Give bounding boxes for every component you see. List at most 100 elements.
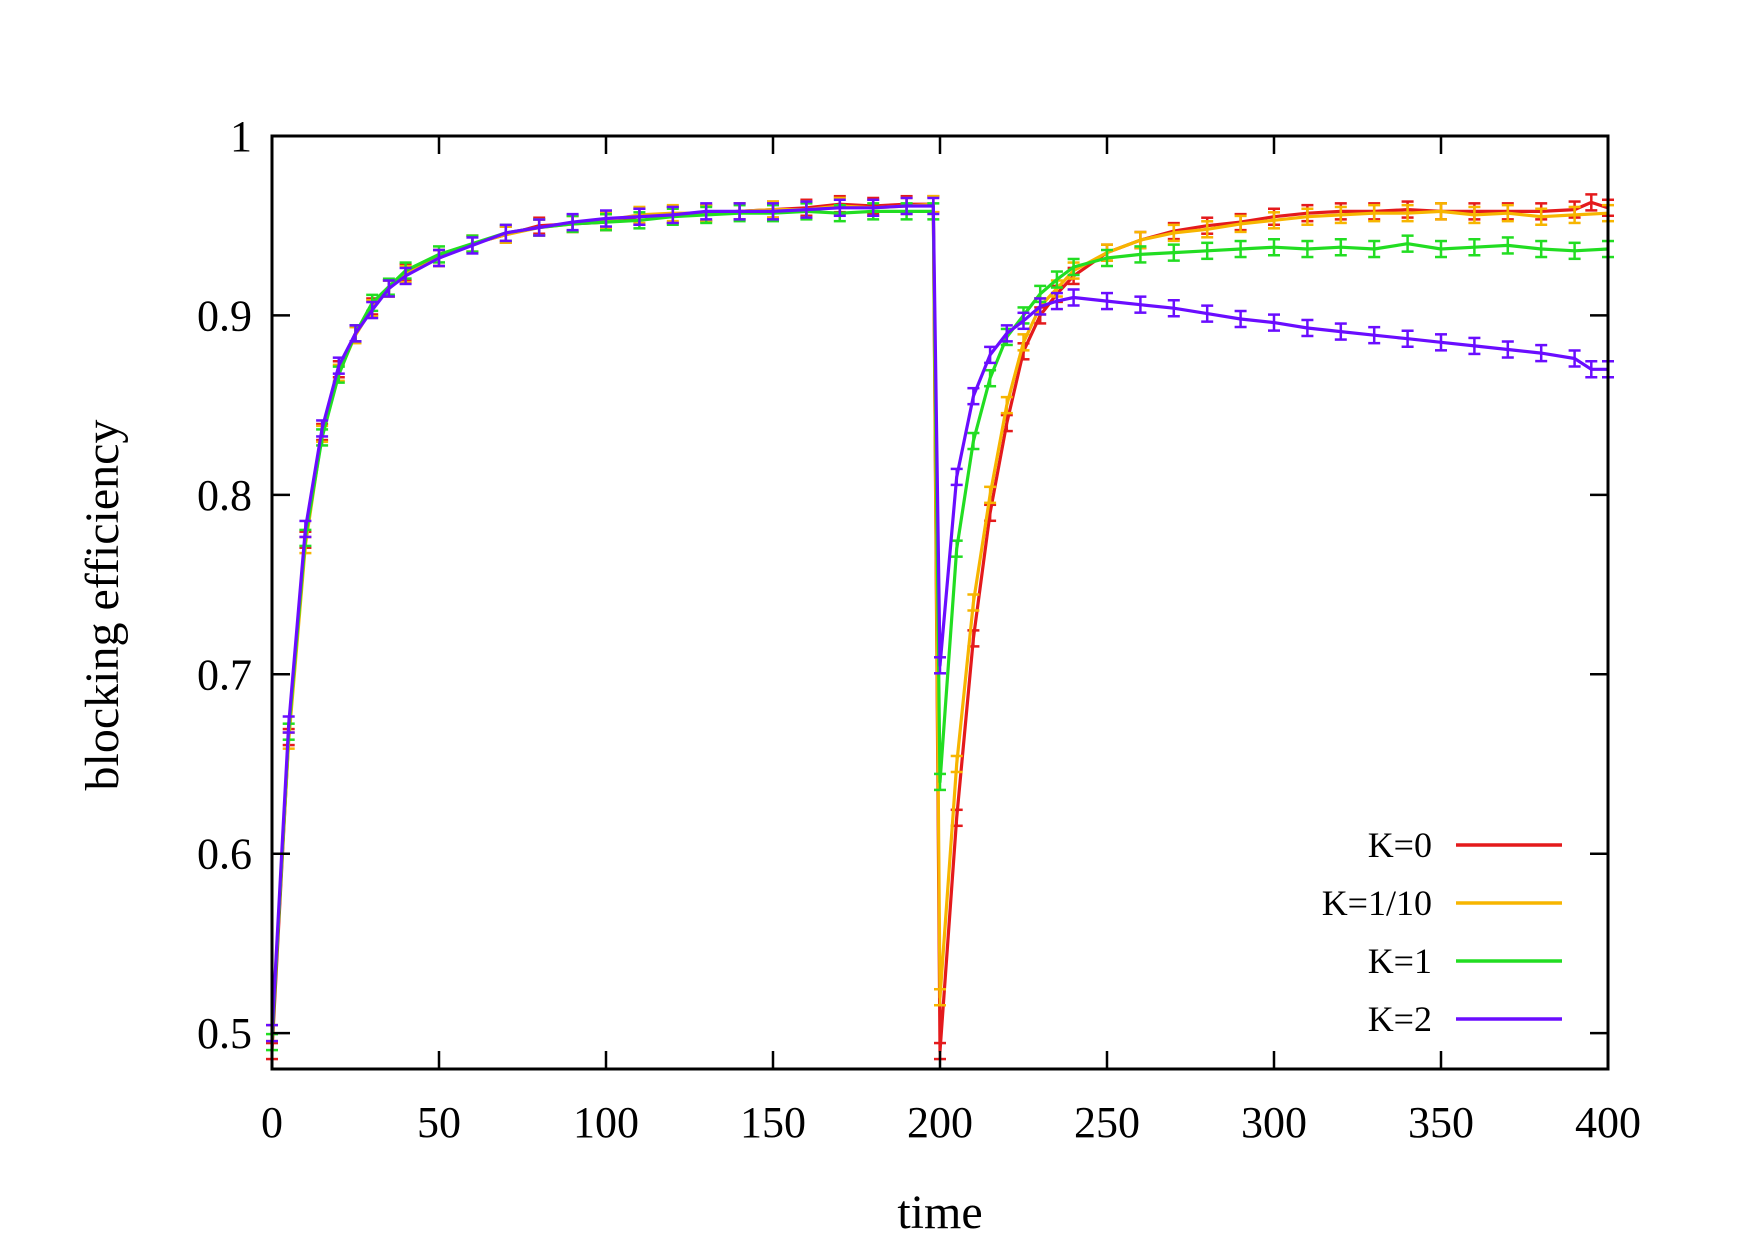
- error-bar: [1201, 304, 1214, 323]
- error-bar: [1585, 360, 1598, 379]
- error-bar: [1101, 291, 1113, 311]
- axis-ticks: 0 50 100 150 200 250 300 350 400 0.5 0.6 0.7 0.8 0.9 1: [197, 112, 1641, 1147]
- y-tick-label: 1: [230, 112, 252, 161]
- error-bar: [984, 368, 997, 388]
- y-tick-label: 0.7: [197, 650, 252, 699]
- error-bar: [566, 212, 579, 232]
- error-bar: [1585, 193, 1598, 212]
- error-bar: [934, 656, 946, 675]
- error-bar: [282, 715, 295, 734]
- error-bar: [1167, 243, 1180, 262]
- error-bar: [349, 324, 362, 343]
- error-bar: [1334, 237, 1347, 257]
- y-axis-label: blocking efficiency: [76, 420, 129, 791]
- y-tick-label: 0.6: [197, 830, 252, 879]
- error-bar: [1401, 329, 1414, 348]
- error-bar: [1368, 325, 1381, 345]
- legend-label: K=1/10: [1322, 883, 1432, 923]
- error-bar: [1101, 248, 1113, 268]
- error-bar: [867, 198, 880, 218]
- x-tick-label: 100: [573, 1098, 639, 1147]
- error-bar: [833, 198, 846, 218]
- x-axis-label: time: [897, 1186, 982, 1239]
- error-bar: [399, 266, 412, 286]
- x-tick-label: 200: [907, 1098, 973, 1147]
- x-tick-label: 150: [740, 1098, 806, 1147]
- x-tick-label: 350: [1408, 1098, 1474, 1147]
- legend: K=0 K=1/10 K=1 K=2: [1322, 825, 1562, 1039]
- error-bar: [1201, 220, 1214, 239]
- legend-entry: K=1: [1368, 941, 1562, 981]
- error-bar: [967, 593, 980, 612]
- error-bar: [1501, 203, 1514, 223]
- error-bar: [1368, 239, 1381, 259]
- error-bar: [1000, 324, 1013, 343]
- error-bar: [1301, 239, 1314, 259]
- error-bar: [1201, 241, 1214, 261]
- error-bar: [1401, 203, 1414, 223]
- error-bar: [967, 431, 980, 451]
- error-bar: [1368, 203, 1381, 223]
- error-bar: [316, 419, 329, 438]
- legend-entry: K=2: [1368, 999, 1562, 1039]
- legend-entry: K=1/10: [1322, 883, 1562, 923]
- series-k-2: [266, 196, 1614, 1043]
- y-tick-label: 0.5: [197, 1009, 252, 1058]
- y-tick-label: 0.9: [197, 291, 252, 340]
- error-bar: [984, 485, 997, 505]
- error-bar: [984, 345, 997, 365]
- error-bar: [1501, 340, 1514, 359]
- error-bar: [934, 772, 946, 792]
- error-bar: [1050, 270, 1063, 289]
- y-tick-label: 0.8: [197, 471, 252, 520]
- x-tick-label: 0: [261, 1098, 283, 1147]
- error-bar: [1017, 333, 1030, 352]
- x-tick-label: 250: [1074, 1098, 1140, 1147]
- error-bar: [1167, 223, 1180, 243]
- error-bar: [934, 987, 946, 1007]
- error-bar: [1268, 237, 1280, 257]
- x-tick-label: 300: [1241, 1098, 1307, 1147]
- series-layer: [266, 193, 1614, 1061]
- error-bar: [1301, 207, 1314, 226]
- error-bar: [1568, 205, 1581, 225]
- error-bar: [533, 218, 546, 237]
- error-bar: [1334, 322, 1347, 341]
- error-bar: [1435, 202, 1447, 221]
- error-bar: [366, 300, 379, 320]
- error-bar: [1435, 333, 1447, 352]
- error-bar: [1134, 245, 1147, 264]
- error-bar: [499, 223, 512, 243]
- error-bar: [767, 202, 779, 221]
- error-bar: [1535, 343, 1548, 363]
- error-bar: [1468, 237, 1481, 257]
- error-bar: [1167, 298, 1180, 318]
- legend-label: K=0: [1368, 825, 1432, 865]
- error-bar: [1268, 313, 1280, 332]
- x-tick-label: 50: [417, 1098, 461, 1147]
- error-bar: [700, 202, 713, 221]
- legend-entry: K=0: [1368, 825, 1562, 865]
- error-bar: [332, 356, 345, 375]
- error-bar: [1435, 239, 1447, 259]
- error-bar: [950, 467, 963, 487]
- error-bar: [1468, 336, 1481, 356]
- error-bar: [927, 196, 940, 216]
- error-bar: [1468, 205, 1481, 225]
- error-bar: [1268, 211, 1280, 230]
- legend-label: K=2: [1368, 999, 1432, 1039]
- x-tick-label: 400: [1575, 1098, 1641, 1147]
- error-bar: [1017, 311, 1030, 331]
- error-bar: [1234, 239, 1247, 259]
- error-bar: [1535, 207, 1548, 226]
- error-bar: [1067, 257, 1080, 277]
- error-bar: [800, 200, 813, 219]
- error-bar: [1501, 236, 1514, 255]
- error-bar: [1234, 309, 1247, 329]
- error-bar: [633, 207, 646, 226]
- error-bar: [299, 519, 312, 539]
- error-bar: [1050, 291, 1063, 311]
- error-bar: [1334, 205, 1347, 225]
- error-bar: [600, 209, 612, 228]
